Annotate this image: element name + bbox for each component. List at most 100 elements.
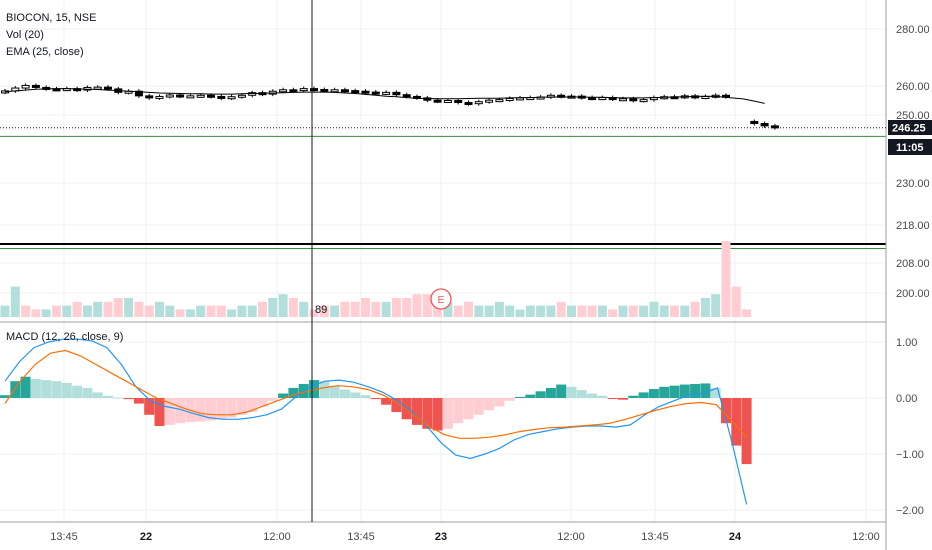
macd-hist-bar-21 xyxy=(216,398,227,420)
time-tick-label-2: 12:00 xyxy=(263,531,291,543)
candle-47 xyxy=(485,98,494,104)
macd-hist-bar-13 xyxy=(133,398,144,404)
volume-bar-0 xyxy=(0,305,10,317)
ema-line xyxy=(4,88,765,104)
candle-71 xyxy=(750,119,759,126)
macd-hist-bar-7 xyxy=(72,385,83,398)
volume-bar-34 xyxy=(350,301,360,317)
macd-hist-bar-37 xyxy=(381,398,392,405)
macd-hist-bar-5 xyxy=(51,381,62,398)
candle-37 xyxy=(382,90,391,96)
volume-bar-56 xyxy=(577,305,587,317)
time-axis[interactable]: 13:45 22 12:00 13:45 23 12:00 13:45 24 12:00 xyxy=(50,531,880,543)
legend-vol[interactable]: Vol (20) xyxy=(6,29,44,41)
volume-bar-20 xyxy=(206,305,216,317)
volume-bar-13 xyxy=(134,301,144,317)
volume-bar-22 xyxy=(227,309,237,317)
volume-bar-70 xyxy=(721,241,731,317)
macd-hist-bar-59 xyxy=(607,398,618,399)
volume-bar-61 xyxy=(628,305,638,317)
volume-bar-60 xyxy=(618,305,628,317)
time-tick-label-0: 13:45 xyxy=(50,531,78,543)
macd-tick-label-0: 1.00 xyxy=(896,337,917,349)
candle-36 xyxy=(371,90,380,96)
macd-hist-bar-47 xyxy=(484,398,495,411)
macd-hist-bar-19 xyxy=(195,398,206,422)
volume-bar-28 xyxy=(288,298,298,317)
signal-line xyxy=(4,349,748,439)
volume-bar-19 xyxy=(196,305,206,317)
volume-bar-45 xyxy=(464,301,473,317)
countdown-tag: 11:05 xyxy=(888,139,932,155)
volume-bar-48 xyxy=(494,301,504,317)
macd-hist-bar-67 xyxy=(690,384,701,398)
macd-hist-bar-61 xyxy=(628,395,639,398)
volume-bar-2 xyxy=(21,305,31,317)
volume-bar-26 xyxy=(268,298,278,317)
volume-bar-38 xyxy=(391,298,401,317)
macd-hist-bar-38 xyxy=(391,398,402,412)
candle-2 xyxy=(21,83,30,91)
macd-hist-bar-63 xyxy=(648,389,659,398)
volume-bars xyxy=(0,241,752,317)
candle-30 xyxy=(310,86,318,92)
macd-hist-bar-33 xyxy=(339,389,350,398)
macd-hist-bar-58 xyxy=(597,395,608,398)
time-tick-label-7: 24 xyxy=(729,531,742,543)
macd-axis[interactable]: 1.00 0.00 −1.00 −2.00 xyxy=(896,337,924,517)
volume-bar-4 xyxy=(41,309,51,317)
volume-bar-6 xyxy=(62,305,72,317)
macd-hist-bar-46 xyxy=(473,398,484,415)
volume-bar-55 xyxy=(567,305,576,317)
volume-bar-10 xyxy=(103,301,113,317)
volume-bar-43 xyxy=(443,301,453,317)
macd-hist-bar-23 xyxy=(236,398,247,415)
volume-bar-1 xyxy=(10,286,20,317)
macd-hist-bar-66 xyxy=(679,384,690,398)
volume-bar-5 xyxy=(52,305,61,317)
macd-hist-bar-62 xyxy=(638,392,649,398)
earnings-marker-text[interactable]: E xyxy=(438,295,445,306)
volume-bar-57 xyxy=(587,305,597,317)
macd-hist-bar-30 xyxy=(309,380,319,398)
last-price-tag-text: 246.25 xyxy=(892,123,926,135)
macd-hist-bar-53 xyxy=(545,387,556,398)
volume-bar-36 xyxy=(371,301,381,317)
candle-16 xyxy=(165,92,174,99)
macd-hist-bar-55 xyxy=(566,386,577,398)
price-axis[interactable]: 200.00 208.00 218.00 230.00 250.00 260.00 280.… xyxy=(896,24,930,300)
candle-72 xyxy=(760,121,769,128)
macd-hist-bar-49 xyxy=(504,398,515,401)
volume-bar-16 xyxy=(165,305,175,317)
volume-bar-7 xyxy=(72,301,82,317)
legend-macd[interactable]: MACD (12, 26, close, 9) xyxy=(6,331,123,343)
volume-bar-71 xyxy=(731,286,741,317)
volume-bar-18 xyxy=(185,309,195,317)
volume-bar-65 xyxy=(670,305,679,317)
candle-34 xyxy=(351,88,360,94)
volume-bar-47 xyxy=(484,305,494,317)
earnings-circle-icon[interactable] xyxy=(430,288,452,310)
macd-hist-bar-4 xyxy=(41,380,52,398)
time-tick-label-6: 13:45 xyxy=(641,531,669,543)
horizontal-levels[interactable] xyxy=(0,135,886,250)
candle-32 xyxy=(330,87,339,93)
volume-bar-8 xyxy=(82,305,92,317)
macd-hist-bar-1 xyxy=(10,381,21,398)
macd-hist-bar-16 xyxy=(164,398,175,425)
legend-ema[interactable]: EMA (25, close) xyxy=(6,46,84,58)
macd-hist-bar-11 xyxy=(113,397,124,399)
macd-tick-label-1: 0.00 xyxy=(896,393,917,405)
macd-hist-bar-41 xyxy=(422,398,433,429)
earnings-marker[interactable]: E xyxy=(430,288,452,310)
volume-bar-3 xyxy=(31,309,41,317)
macd-hist-bar-8 xyxy=(82,387,93,398)
legend-symbol[interactable]: BIOCON, 15, NSE xyxy=(6,12,96,24)
candle-33 xyxy=(340,87,349,93)
candle-44 xyxy=(454,98,463,105)
candle-18 xyxy=(186,93,195,99)
macd-hist-bar-50 xyxy=(515,396,525,398)
candle-49 xyxy=(505,96,514,102)
candle-45 xyxy=(464,100,473,106)
